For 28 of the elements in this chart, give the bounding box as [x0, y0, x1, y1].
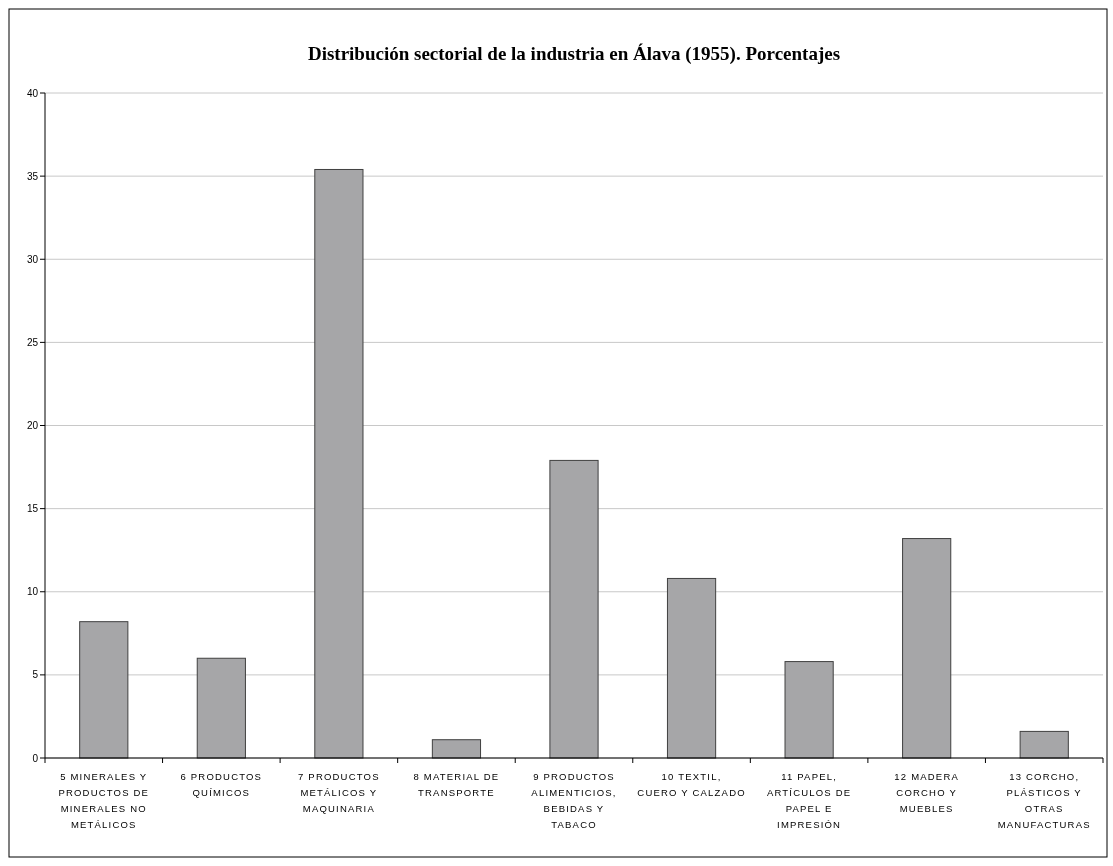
y-tick-label: 35: [26, 170, 39, 182]
y-tick-label: 40: [26, 87, 39, 99]
y-tick-label: 25: [26, 336, 39, 348]
bar: [79, 621, 129, 759]
bar: [902, 538, 952, 759]
x-tick-label: 9 PRODUCTOS ALIMENTICIOS, BEBIDAS Y TABACO: [531, 771, 617, 830]
x-tick-label: 5 MINERALES Y PRODUCTOS DE MINERALES NO METÁLICOS: [58, 771, 150, 830]
bar: [784, 661, 834, 759]
chart-title: Distribución sectorial de la industria en Álava (1955). Porcentajes: [307, 43, 841, 65]
bar: [549, 459, 599, 759]
x-tick-label: 7 PRODUCTOS METÁLICOS Y MAQUINARIA: [298, 771, 380, 814]
y-tick-label: 10: [26, 586, 39, 598]
x-tick-label: 10 TEXTIL, CUERO Y CALZADO: [637, 771, 746, 798]
x-tick-label: 13 CORCHO, PLÁSTICOS Y OTRAS MANUFACTURAS: [997, 771, 1091, 830]
x-tick-label: 12 MADERA CORCHO Y MUEBLES: [894, 771, 959, 814]
y-tick-label: 5: [32, 669, 39, 681]
y-tick-label: 0: [32, 752, 39, 764]
bar: [1019, 730, 1069, 759]
y-tick-label: 30: [26, 253, 39, 265]
bar: [196, 657, 246, 759]
y-tick-label: 20: [26, 420, 39, 431]
x-tick-label: 8 MATERIAL DE TRANSPORTE: [413, 771, 500, 798]
bar: [666, 577, 717, 759]
bar: [431, 739, 482, 759]
bar: [314, 168, 364, 759]
x-tick-label: 11 PAPEL, ARTÍCULOS DE PAPEL E IMPRESIÓN: [766, 771, 852, 830]
y-tick-label: 15: [26, 503, 39, 515]
x-tick-label: 6 PRODUCTOS QUÍMICOS: [180, 771, 263, 798]
